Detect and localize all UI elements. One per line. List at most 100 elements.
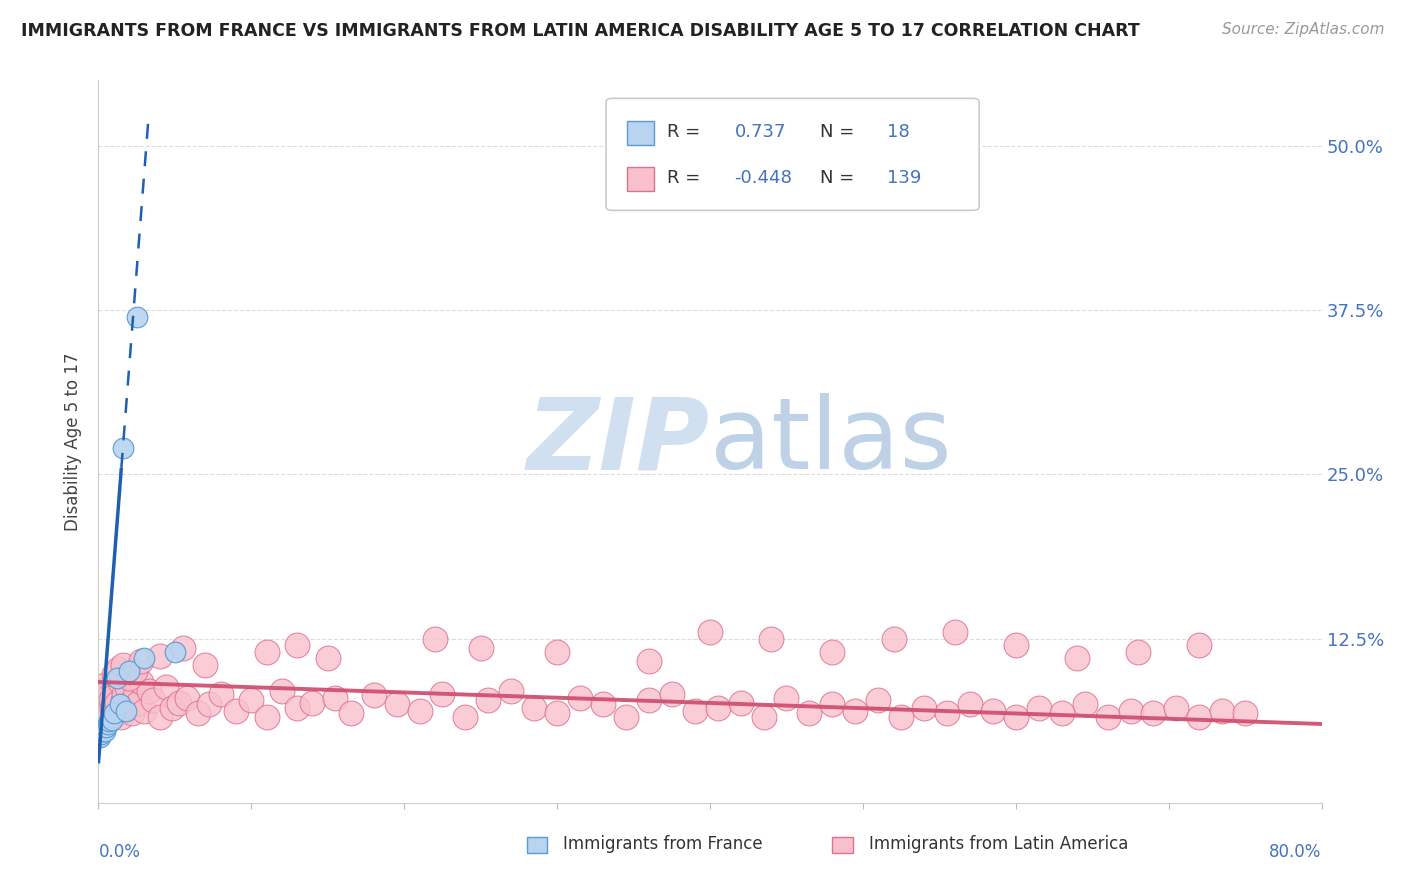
Point	[121, 706, 143, 721]
Point	[124, 688, 146, 702]
Point	[661, 687, 683, 701]
Point	[118, 665, 141, 679]
Point	[90, 727, 112, 741]
Point	[111, 441, 134, 455]
Point	[477, 693, 499, 707]
Point	[1128, 645, 1150, 659]
Point	[110, 710, 132, 724]
Point	[706, 701, 728, 715]
Point	[1097, 710, 1119, 724]
Point	[592, 698, 614, 712]
Point	[301, 696, 323, 710]
Point	[101, 713, 124, 727]
Point	[256, 710, 278, 724]
Point	[91, 723, 114, 738]
Point	[759, 632, 782, 646]
Text: R =: R =	[668, 169, 706, 186]
Point	[285, 701, 308, 715]
Text: 18: 18	[887, 123, 910, 141]
Point	[1119, 704, 1142, 718]
Point	[112, 687, 135, 701]
Point	[1004, 638, 1026, 652]
Point	[240, 693, 263, 707]
Point	[103, 667, 125, 681]
Point	[176, 690, 198, 705]
Point	[936, 706, 959, 721]
Point	[432, 687, 454, 701]
Point	[93, 677, 115, 691]
Point	[699, 625, 721, 640]
Point	[115, 701, 138, 715]
Point	[115, 704, 138, 718]
Point	[149, 648, 172, 663]
Point	[107, 706, 129, 721]
Point	[363, 688, 385, 702]
Point	[943, 625, 966, 640]
Point	[752, 710, 775, 724]
Point	[637, 654, 661, 668]
Point	[890, 710, 912, 724]
Point	[97, 704, 120, 718]
Point	[256, 645, 278, 659]
Point	[118, 671, 141, 685]
Point	[523, 701, 546, 715]
Point	[821, 698, 844, 712]
Text: R =: R =	[668, 123, 706, 141]
Point	[107, 662, 129, 676]
Point	[1211, 704, 1233, 718]
FancyBboxPatch shape	[627, 167, 654, 191]
Point	[125, 310, 148, 324]
Point	[799, 706, 821, 721]
Text: N =: N =	[820, 169, 860, 186]
Point	[546, 645, 568, 659]
Point	[187, 706, 209, 721]
Point	[325, 690, 347, 705]
Point	[149, 710, 172, 724]
Point	[90, 684, 112, 698]
Text: 139: 139	[887, 169, 922, 186]
Point	[270, 684, 292, 698]
Point	[129, 675, 152, 690]
Point	[546, 706, 568, 721]
Point	[93, 723, 115, 738]
Point	[981, 704, 1004, 718]
Point	[408, 704, 430, 718]
Point	[94, 720, 117, 734]
Point	[683, 704, 706, 718]
Point	[94, 690, 117, 705]
FancyBboxPatch shape	[832, 838, 852, 854]
Point	[209, 687, 232, 701]
Point	[1004, 710, 1026, 724]
Point	[1066, 651, 1088, 665]
Point	[138, 684, 160, 698]
Point	[1166, 701, 1188, 715]
Point	[117, 680, 139, 694]
Point	[103, 706, 125, 721]
Point	[100, 710, 122, 724]
Y-axis label: Disability Age 5 to 17: Disability Age 5 to 17	[65, 352, 83, 531]
Point	[1050, 706, 1073, 721]
Point	[1188, 638, 1211, 652]
Point	[155, 680, 177, 694]
FancyBboxPatch shape	[606, 98, 979, 211]
Point	[959, 698, 981, 712]
Point	[775, 690, 797, 705]
Point	[423, 632, 446, 646]
Point	[454, 710, 477, 724]
Point	[868, 693, 890, 707]
Point	[142, 693, 165, 707]
Text: Immigrants from Latin America: Immigrants from Latin America	[869, 835, 1129, 853]
Point	[501, 684, 523, 698]
Point	[134, 704, 156, 718]
Point	[821, 645, 844, 659]
Point	[844, 704, 866, 718]
Point	[470, 640, 492, 655]
Point	[124, 665, 146, 679]
Point	[569, 690, 592, 705]
Point	[883, 632, 905, 646]
Point	[91, 698, 114, 712]
Point	[285, 638, 308, 652]
Point	[98, 714, 121, 729]
Point	[105, 671, 128, 685]
Point	[1234, 706, 1257, 721]
